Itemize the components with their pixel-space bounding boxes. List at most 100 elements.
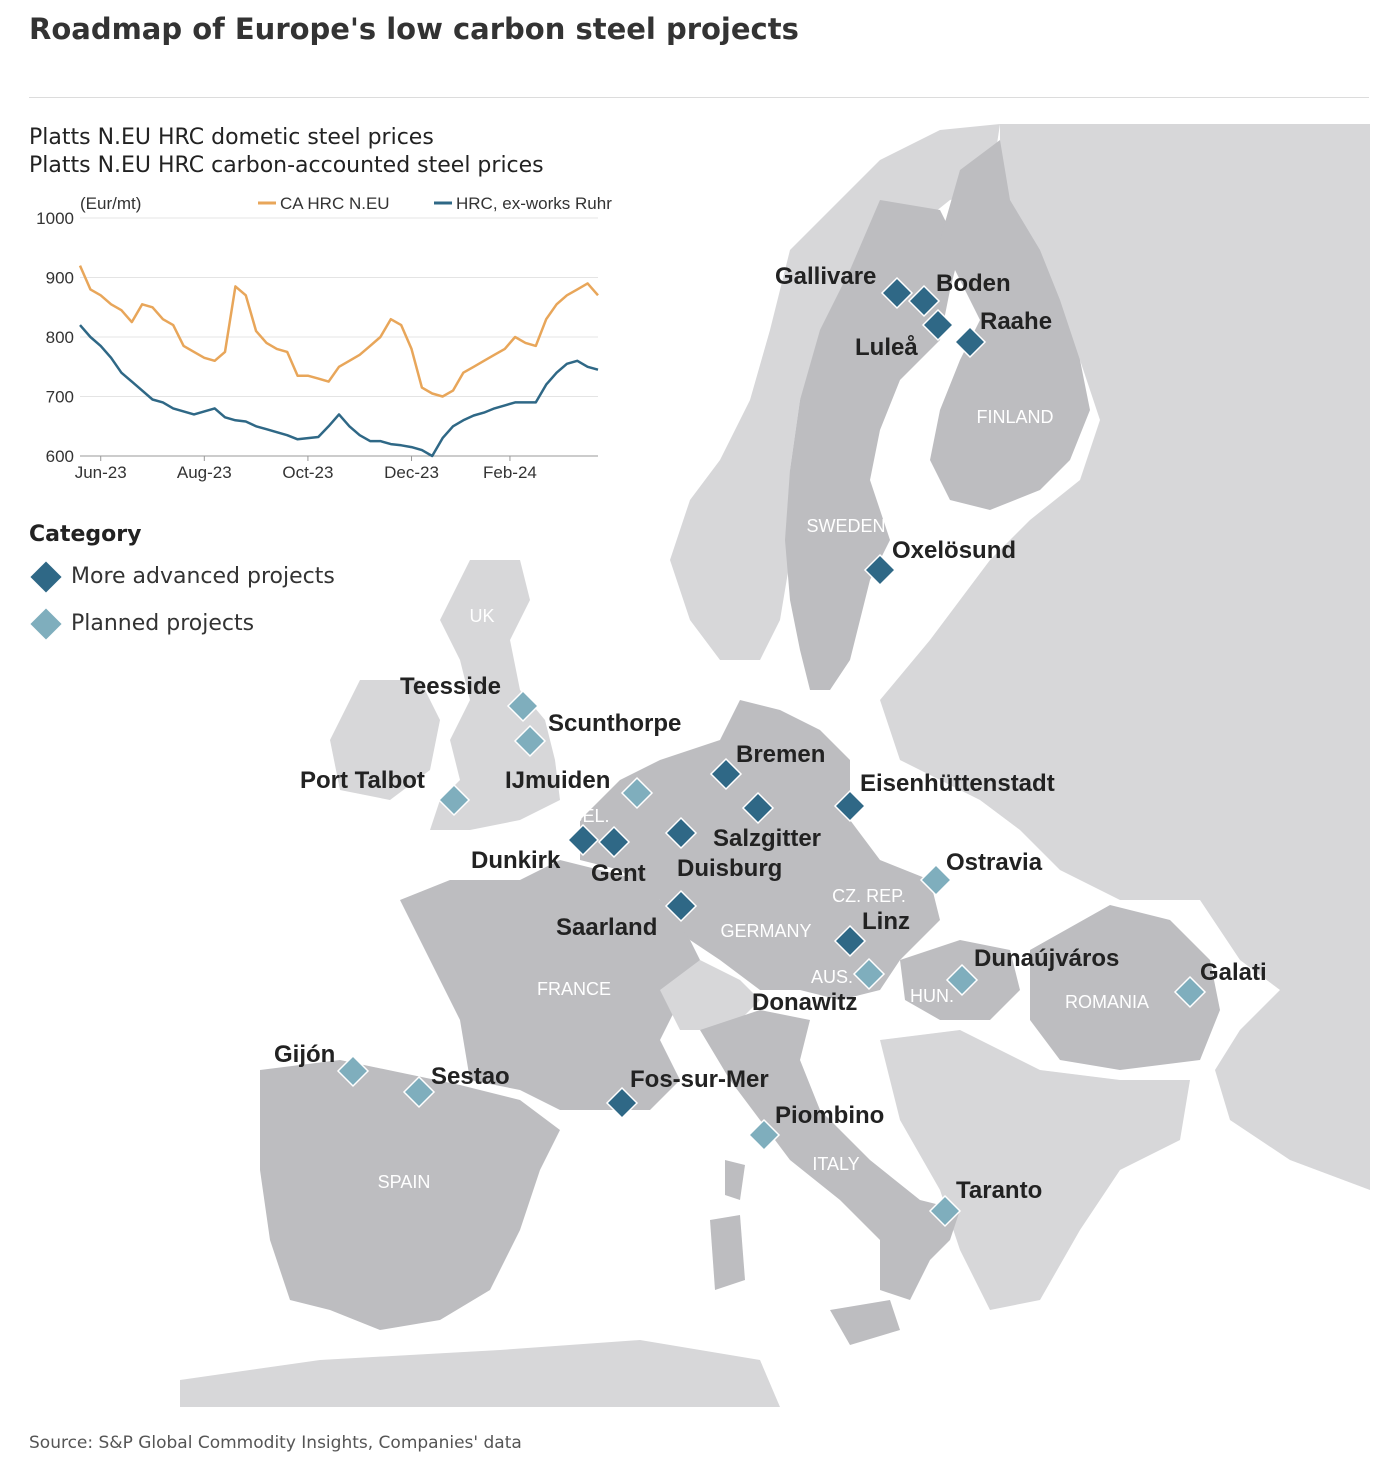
marker-donawitz[interactable] bbox=[852, 957, 886, 991]
sweden-land bbox=[785, 200, 960, 690]
label-linz: Linz bbox=[862, 908, 910, 935]
series-line-ca-hrc bbox=[78, 265, 599, 398]
marker-eisenhuttenstadt[interactable] bbox=[833, 789, 867, 823]
country-label-spain: SPAIN bbox=[378, 1172, 431, 1192]
switzerland-land bbox=[660, 960, 760, 1030]
label-ostravia: Ostravia bbox=[946, 849, 1043, 876]
marker-oxelosund[interactable] bbox=[863, 553, 897, 587]
marker-gijon[interactable] bbox=[336, 1054, 370, 1088]
label-galati: Galati bbox=[1200, 959, 1267, 986]
marker-boden[interactable] bbox=[907, 284, 941, 318]
marker-duisburg[interactable] bbox=[664, 816, 698, 850]
label-salzgitter: Salzgitter bbox=[713, 825, 821, 852]
chart-title-line2: Platts N.EU HRC carbon-accounted steel p… bbox=[29, 153, 544, 178]
marker-ijmuiden[interactable] bbox=[620, 776, 654, 810]
chart-y-tick: 800 bbox=[46, 328, 74, 347]
label-lulea: Luleå bbox=[855, 334, 918, 361]
chart-x-tick: Feb-24 bbox=[483, 463, 537, 482]
chart-series bbox=[78, 265, 599, 458]
chart-x-tick: Jun-23 bbox=[75, 463, 127, 482]
marker-raahe[interactable] bbox=[953, 325, 987, 359]
marker-gent[interactable] bbox=[597, 825, 631, 859]
chart-x-ticks: Jun-23 Aug-23 Oct-23 Dec-23 Feb-24 bbox=[75, 456, 537, 482]
label-duisburg: Duisburg bbox=[677, 855, 782, 882]
legend-hrc-label: HRC, ex-works Ruhr bbox=[456, 194, 612, 213]
label-fos-sur-mer: Fos-sur-Mer bbox=[630, 1066, 769, 1093]
marker-piombino[interactable] bbox=[747, 1118, 781, 1152]
north-africa-land bbox=[180, 1340, 780, 1407]
label-teesside: Teesside bbox=[400, 673, 501, 700]
chart-x-tick: Oct-23 bbox=[282, 463, 333, 482]
legend-advanced-label: More advanced projects bbox=[71, 564, 335, 589]
title-divider bbox=[29, 97, 1369, 98]
marker-taranto[interactable] bbox=[928, 1194, 962, 1228]
country-labels: FINLAND SWEDEN UK NETH. BEL. GERMANY FRA… bbox=[378, 407, 1149, 1192]
marker-dunaujvaros[interactable] bbox=[945, 963, 979, 997]
country-label-france: FRANCE bbox=[537, 979, 611, 999]
country-label-romania: ROMANIA bbox=[1065, 992, 1149, 1012]
country-label-italy: ITALY bbox=[812, 1154, 859, 1174]
price-chart-panel: Platts N.EU HRC dometic steel prices Pla… bbox=[0, 118, 650, 638]
chart-x-tick: Dec-23 bbox=[384, 463, 439, 482]
marker-salzgitter[interactable] bbox=[741, 791, 775, 825]
planned-diamond-icon bbox=[30, 607, 62, 640]
chart-unit: (Eur/mt) bbox=[80, 194, 141, 213]
marker-teesside[interactable] bbox=[506, 689, 540, 723]
italy-land bbox=[700, 1010, 960, 1300]
uk-land bbox=[430, 560, 560, 830]
eastern-europe-land bbox=[880, 124, 1370, 1190]
sardinia-land bbox=[710, 1215, 745, 1290]
corsica-land bbox=[725, 1160, 745, 1200]
marker-sestao[interactable] bbox=[402, 1075, 436, 1109]
label-dunkirk: Dunkirk bbox=[471, 847, 561, 874]
marker-saarland[interactable] bbox=[664, 889, 698, 923]
iberia-land bbox=[260, 1060, 560, 1330]
sicily-land bbox=[830, 1300, 900, 1345]
label-gent: Gent bbox=[591, 860, 646, 887]
chart-title-line1: Platts N.EU HRC dometic steel prices bbox=[29, 125, 434, 150]
marker-ostravia[interactable] bbox=[919, 863, 953, 897]
country-label-neth: NETH. bbox=[615, 740, 669, 760]
series-line-hrc-ruhr bbox=[79, 324, 599, 458]
project-markers bbox=[336, 276, 1207, 1228]
chart-y-tick: 700 bbox=[46, 388, 74, 407]
label-gijon: Gijón bbox=[274, 1041, 335, 1068]
france-land bbox=[400, 860, 700, 1110]
price-line-chart: (Eur/mt) CA HRC N.EU HRC, ex-works Ruhr … bbox=[36, 194, 612, 482]
category-legend: Category More advanced projects Planned … bbox=[29, 522, 335, 647]
label-piombino: Piombino bbox=[775, 1102, 884, 1129]
chart-y-tick: 600 bbox=[46, 447, 74, 466]
label-dunaujvaros: Dunaújváros bbox=[974, 945, 1119, 972]
marker-fos-sur-mer[interactable] bbox=[605, 1086, 639, 1120]
legend-planned-label: Planned projects bbox=[71, 611, 255, 636]
land-masses bbox=[180, 124, 1370, 1407]
chart-y-tick: 900 bbox=[46, 269, 74, 288]
marker-linz[interactable] bbox=[833, 924, 867, 958]
marker-gallivare[interactable] bbox=[880, 276, 914, 310]
ireland-land bbox=[330, 680, 440, 800]
marker-dunkirk[interactable] bbox=[566, 823, 600, 857]
label-boden: Boden bbox=[936, 270, 1011, 297]
country-label-czrep: CZ. REP. bbox=[832, 886, 906, 906]
legend-ca-label: CA HRC N.EU bbox=[280, 194, 390, 213]
label-bremen: Bremen bbox=[736, 741, 825, 768]
marker-scunthorpe[interactable] bbox=[513, 724, 547, 758]
marker-port-talbot[interactable] bbox=[437, 783, 471, 817]
label-oxelosund: Oxelösund bbox=[892, 537, 1016, 564]
marker-bremen[interactable] bbox=[709, 757, 743, 791]
advanced-diamond-icon bbox=[30, 560, 62, 593]
chart-grid: 1000 900 800 700 600 bbox=[36, 209, 598, 466]
label-port-talbot: Port Talbot bbox=[300, 767, 425, 794]
country-label-uk: UK bbox=[469, 606, 494, 626]
label-donawitz: Donawitz bbox=[752, 989, 857, 1016]
country-label-aus: AUS. bbox=[811, 967, 853, 987]
balkans-land bbox=[880, 1030, 1190, 1310]
marker-galati[interactable] bbox=[1173, 975, 1207, 1009]
label-ijmuiden: IJmuiden bbox=[505, 767, 610, 794]
romania-land bbox=[1030, 905, 1220, 1070]
marker-lulea[interactable] bbox=[921, 308, 955, 342]
country-label-finland: FINLAND bbox=[976, 407, 1053, 427]
norway-land bbox=[670, 124, 1000, 660]
chart-x-tick: Aug-23 bbox=[177, 463, 232, 482]
